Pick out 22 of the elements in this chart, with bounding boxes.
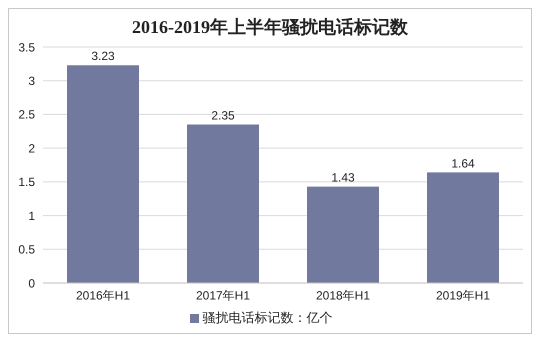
legend-label: 骚扰电话标记数：亿个 [202, 310, 332, 325]
y-tick-label: 1.5 [18, 175, 36, 190]
y-tick-label: 1 [28, 208, 36, 223]
y-tick-label: 2.5 [18, 108, 36, 122]
data-label: 1.64 [451, 156, 475, 170]
x-tick-label: 2016年H1 [76, 288, 130, 303]
chart-title: 2016-2019年上半年骚扰电话标记数 [131, 16, 409, 39]
y-tick-label: 0.5 [18, 242, 36, 257]
data-label: 1.43 [331, 170, 355, 185]
bar [187, 124, 259, 283]
y-tick-label: 2 [28, 141, 36, 156]
bar [307, 186, 379, 283]
y-tick-label: 3 [28, 74, 36, 88]
y-tick-label: 0 [28, 276, 36, 290]
bar [427, 172, 499, 283]
y-tick-label: 3.5 [18, 40, 36, 54]
bar [67, 65, 139, 283]
x-tick-label: 2017年H1 [196, 288, 250, 303]
x-tick-label: 2018年H1 [316, 288, 370, 303]
data-label: 3.23 [91, 49, 115, 64]
data-label: 2.35 [211, 108, 235, 123]
x-tick-label: 2019年H1 [436, 288, 490, 303]
